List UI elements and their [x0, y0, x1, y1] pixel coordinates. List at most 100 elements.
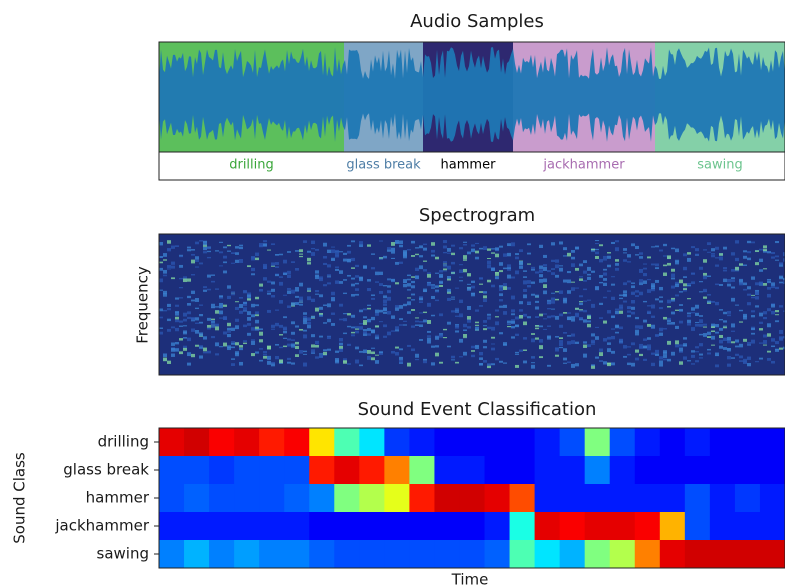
spectrogram-texture [547, 365, 551, 367]
spectrogram-texture [719, 253, 723, 256]
spectrogram-texture [263, 351, 267, 353]
spectrogram-texture [447, 322, 451, 325]
spectrogram-texture [511, 336, 515, 338]
segment-label: sawing [697, 158, 742, 173]
spectrogram-texture [223, 343, 227, 347]
spectrogram-texture [727, 279, 731, 282]
spectrogram-texture [715, 364, 719, 367]
spectrogram-texture [203, 251, 207, 253]
spectrogram-texture [655, 263, 659, 266]
spectrogram-texture [331, 323, 335, 326]
spectrogram-texture [343, 313, 347, 314]
spectrogram-texture [507, 321, 511, 323]
spectrogram-texture [639, 354, 643, 356]
spectrogram-texture [755, 282, 759, 285]
spectrogram-texture [159, 332, 163, 335]
spectrogram-texture [503, 344, 507, 346]
spectrogram-texture [487, 258, 491, 259]
spectrogram-texture [751, 315, 755, 317]
spectrogram-texture [611, 276, 615, 277]
spectrogram-texture [611, 316, 615, 318]
spectrogram-texture [223, 332, 227, 335]
spectrogram-texture [223, 256, 227, 259]
spectrogram-texture [391, 258, 395, 259]
spectrogram-texture [635, 254, 639, 255]
spectrogram-texture [559, 241, 563, 244]
spectrogram-texture [279, 283, 283, 286]
spectrogram-texture [467, 326, 471, 328]
spectrogram-texture [607, 256, 611, 259]
spectrogram-texture [391, 330, 395, 331]
spectrogram-texture [511, 242, 515, 246]
spectrogram-texture [455, 308, 459, 311]
spectrogram-texture [659, 333, 663, 336]
spectrogram-texture [651, 264, 655, 266]
spectrogram-texture [163, 293, 167, 297]
spectrogram-texture [263, 240, 267, 242]
spectrogram-texture [611, 351, 615, 354]
spectrogram-texture [175, 297, 179, 299]
spectrogram-texture [163, 270, 167, 274]
heatmap-cell [234, 428, 260, 456]
spectrogram-texture [239, 247, 243, 249]
spectrogram-texture [191, 249, 195, 251]
heatmap-cell [334, 428, 360, 456]
spectrogram-texture [383, 285, 387, 286]
spectrogram-texture [259, 289, 263, 291]
spectrogram-texture [311, 316, 315, 318]
spectrogram-texture [219, 346, 223, 347]
spectrogram-texture [651, 316, 655, 318]
spectrogram-texture [739, 310, 743, 311]
spectrogram-texture [555, 264, 559, 268]
spectrogram-texture [183, 325, 187, 326]
spectrogram-texture [467, 306, 471, 310]
spectrogram-texture [467, 252, 471, 255]
spectrogram-texture [555, 275, 559, 278]
spectrogram-texture [727, 284, 731, 287]
spectrogram-texture [295, 354, 299, 357]
spectrogram-texture [235, 260, 239, 263]
spectrogram-texture [483, 246, 487, 250]
spectrogram-texture [475, 251, 479, 254]
spectrogram-texture [639, 256, 643, 259]
spectrogram-texture [735, 240, 739, 243]
spectrogram-texture [387, 278, 391, 279]
spectrogram-texture [779, 305, 783, 307]
spectrogram-texture [275, 274, 279, 276]
spectrogram-texture [407, 283, 411, 286]
spectrogram-texture [723, 247, 727, 250]
heatmap-cell [485, 540, 511, 568]
spectrogram-texture [175, 319, 179, 322]
spectrogram-texture [363, 329, 367, 331]
spectrogram-texture [375, 310, 379, 314]
spectrogram-texture [575, 268, 579, 271]
spectrogram-texture [287, 290, 291, 293]
spectrogram-texture [395, 347, 399, 349]
spectrogram-texture [551, 301, 555, 304]
spectrogram-texture [763, 245, 767, 248]
spectrogram-texture [419, 301, 423, 303]
spectrogram-texture [231, 346, 235, 348]
spectrogram-texture [527, 263, 531, 264]
heatmap-cell [359, 540, 385, 568]
spectrogram-texture [683, 345, 687, 347]
spectrogram-texture [583, 345, 587, 348]
class-label: jackhammer [54, 517, 149, 535]
spectrogram-texture [627, 315, 631, 317]
spectrogram-texture [355, 347, 359, 350]
spectrogram-texture [699, 281, 703, 282]
spectrogram-texture [231, 343, 235, 345]
spectrogram-texture [679, 321, 683, 324]
spectrogram-texture [287, 274, 291, 278]
spectrogram-texture [751, 241, 755, 243]
spectrogram-texture [159, 278, 163, 282]
spectrogram-texture [383, 336, 387, 338]
spectrogram-texture [607, 265, 611, 268]
heatmap-cell [209, 484, 235, 512]
spectrogram-texture [703, 249, 707, 250]
spectrogram-texture [367, 356, 371, 360]
spectrogram-texture [667, 320, 671, 322]
heatmap-cell [560, 512, 586, 540]
spectrogram-texture [363, 316, 367, 318]
spectrogram-texture [527, 243, 531, 245]
